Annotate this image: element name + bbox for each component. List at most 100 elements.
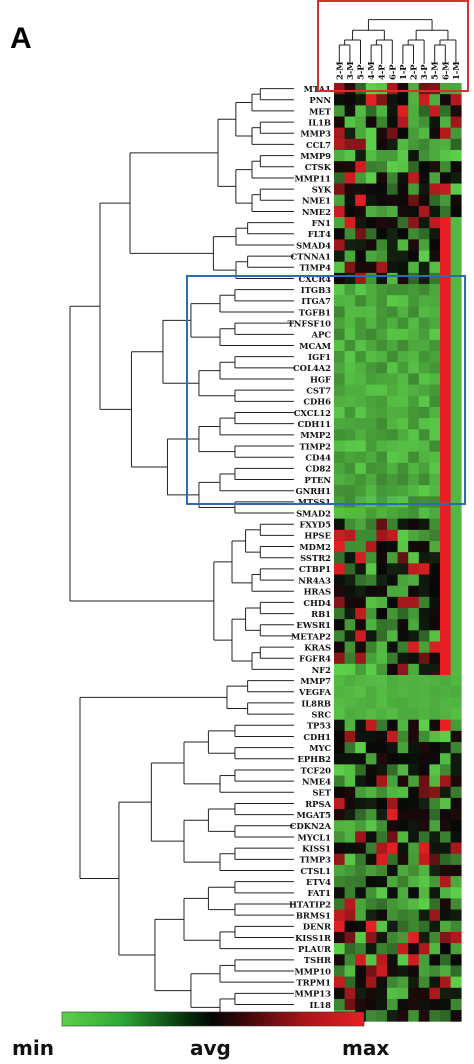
heatmap-cell — [334, 831, 345, 843]
heatmap-cell — [408, 507, 420, 520]
gene-label: SMAD4 — [296, 240, 331, 250]
heatmap-cell — [429, 663, 441, 676]
heatmap-cell — [429, 362, 441, 374]
heatmap-cell — [418, 607, 430, 620]
heatmap-cell — [440, 451, 451, 464]
heatmap-cell — [387, 83, 398, 95]
heatmap-cell — [418, 954, 430, 966]
heatmap-cell — [440, 607, 451, 620]
heatmap-cell — [334, 641, 345, 654]
heatmap-cell — [387, 697, 398, 709]
heatmap-cell — [376, 864, 388, 877]
heatmap-cell — [334, 272, 345, 285]
heatmap-cell — [450, 194, 462, 207]
heatmap-cell — [365, 742, 377, 754]
heatmap-cell — [376, 105, 388, 117]
heatmap-cell — [334, 496, 345, 508]
heatmap-cell — [376, 987, 388, 1000]
heatmap-cell — [397, 462, 409, 475]
heatmap-cell — [376, 373, 388, 385]
heatmap-cell — [334, 552, 345, 564]
heatmap-cell — [440, 619, 451, 631]
heatmap-cell — [450, 652, 462, 665]
heatmap-cell — [387, 161, 398, 173]
heatmap-cell — [440, 194, 451, 207]
heatmap-cell — [429, 418, 441, 430]
heatmap-cell — [418, 217, 430, 229]
heatmap-cell — [334, 596, 345, 609]
heatmap-cell — [418, 797, 430, 810]
heatmap-cell — [334, 853, 345, 866]
heatmap-cell — [376, 94, 388, 106]
heatmap-cell — [429, 161, 441, 173]
gene-label: FAT1 — [307, 888, 331, 898]
heatmap-cell — [408, 596, 420, 609]
heatmap-cell — [429, 730, 441, 743]
heatmap-cell — [355, 306, 367, 318]
heatmap-cell — [440, 563, 451, 575]
heatmap-cell — [387, 284, 398, 296]
heatmap-cell — [440, 663, 451, 676]
heatmap-cell — [440, 920, 451, 933]
heatmap-cell — [355, 898, 367, 910]
heatmap-cell — [365, 507, 377, 520]
heatmap-cell — [387, 820, 398, 832]
heatmap-cell — [429, 529, 441, 542]
heatmap-cell — [408, 284, 420, 296]
heatmap-cell — [334, 842, 345, 855]
heatmap-cell — [418, 585, 430, 598]
gene-label: CDH11 — [298, 419, 332, 429]
heatmap-cell — [376, 998, 388, 1011]
heatmap-cell — [344, 887, 356, 899]
heatmap-cell — [440, 406, 451, 419]
heatmap-cell — [418, 641, 430, 654]
heatmap-cell — [365, 831, 377, 843]
heatmap-cell — [440, 742, 451, 754]
heatmap-cell — [344, 105, 356, 117]
heatmap-cell — [376, 429, 388, 441]
heatmap-cell — [408, 418, 420, 430]
sample-labels: 2-M 3-M 5-P 4-M 4-P 6-P 1-P 2-P 3-P 5-M 6-M 1-M — [334, 61, 461, 80]
heatmap-cell — [387, 730, 398, 743]
heatmap-cell — [408, 920, 420, 933]
heatmap-cell — [344, 563, 356, 575]
heatmap-cell — [408, 217, 420, 229]
heatmap-cell — [387, 172, 398, 184]
heatmap-cell — [387, 552, 398, 564]
heatmap-cell — [397, 384, 409, 397]
gene-label: KRAS — [304, 642, 331, 652]
heatmap-cell — [440, 373, 451, 385]
heatmap-cell — [387, 217, 398, 229]
heatmap-cell — [355, 820, 367, 832]
heatmap-cell — [387, 328, 398, 341]
heatmap-cell — [365, 339, 377, 352]
gene-label: IL18 — [310, 1000, 332, 1010]
heatmap-cell — [440, 931, 451, 944]
heatmap-cell — [429, 440, 441, 453]
heatmap-cell — [365, 351, 377, 363]
heatmap-cell — [387, 898, 398, 910]
heatmap-cell — [450, 473, 462, 486]
gene-label: VEGFA — [298, 687, 331, 697]
heatmap-cell — [387, 1010, 398, 1022]
heatmap-cell — [334, 239, 345, 251]
heatmap-cell — [365, 395, 377, 408]
heatmap-cell — [418, 943, 430, 955]
heatmap-cell — [355, 228, 367, 240]
heatmap-cell — [365, 518, 377, 531]
heatmap-cell — [418, 998, 430, 1011]
heatmap-cell — [397, 116, 409, 129]
heatmap-cell — [429, 619, 441, 631]
heatmap-cell — [397, 864, 409, 877]
gene-label: FXYD5 — [299, 520, 331, 530]
heatmap-cell — [365, 172, 377, 184]
heatmap-cell — [365, 183, 377, 196]
heatmap-cell — [450, 574, 462, 587]
heatmap-cell — [429, 976, 441, 989]
sample-label: 3-P — [419, 64, 429, 80]
heatmap-cell — [440, 954, 451, 966]
heatmap-cell — [440, 574, 451, 587]
heatmap-cell — [387, 451, 398, 464]
heatmap-cell — [440, 116, 451, 129]
heatmap-cell — [355, 853, 367, 866]
